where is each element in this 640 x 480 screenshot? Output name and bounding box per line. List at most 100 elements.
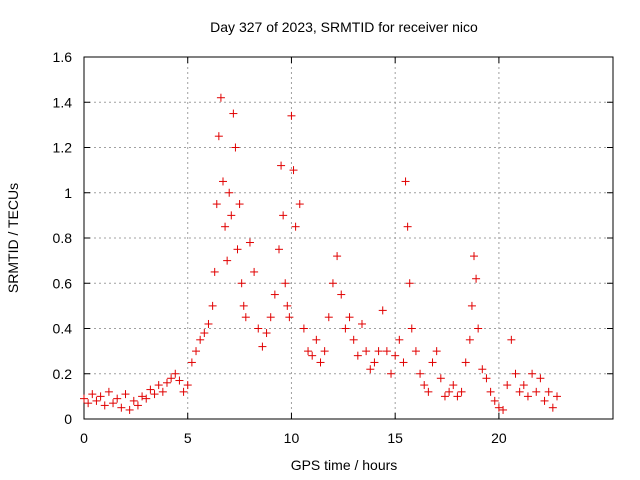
data-point [366,365,375,374]
data-point [503,381,512,390]
x-tick-label: 15 [387,430,403,446]
x-tick-label: 20 [491,430,507,446]
data-point [241,313,250,322]
data-point [113,394,122,403]
data-point [472,274,481,283]
x-tick-label: 5 [184,430,192,446]
data-point [162,378,171,387]
data-point [515,387,524,396]
data-point [227,211,236,220]
data-point [208,301,217,310]
data-point [370,358,379,367]
data-point [436,374,445,383]
data-point [499,405,508,414]
data-point [399,358,408,367]
data-point [387,369,396,378]
data-point [312,335,321,344]
data-point [125,405,134,414]
data-point [357,319,366,328]
data-point [233,245,242,254]
data-point [395,335,404,344]
data-point [316,358,325,367]
data-point [544,387,553,396]
data-point [532,387,541,396]
y-tick-label: 0.6 [53,275,73,291]
data-points [80,93,561,414]
data-point [142,394,151,403]
data-point [187,358,196,367]
data-point [92,396,101,405]
data-point [353,351,362,360]
x-tick-labels: 0 5 10 15 20 [80,430,507,446]
data-point [229,109,238,118]
data-point [519,381,528,390]
data-point [378,306,387,315]
data-point [511,369,520,378]
y-tick-label: 1.6 [53,49,73,65]
data-point [221,222,230,231]
data-point [133,401,142,410]
data-point [84,399,93,408]
data-point [179,387,188,396]
data-point [449,381,458,390]
y-tick-label: 0.4 [53,321,73,337]
data-point [416,369,425,378]
data-point [109,399,118,408]
data-point [289,166,298,175]
data-point [223,256,232,265]
data-point [328,279,337,288]
data-point [486,387,495,396]
y-tick-label: 1.4 [53,94,73,110]
data-point [287,111,296,120]
data-point [362,347,371,356]
data-point [270,290,279,299]
data-point [237,279,246,288]
data-point [250,267,259,276]
y-tick-label: 0.8 [53,230,73,246]
data-point [104,387,113,396]
data-point [245,238,254,247]
data-point [200,329,209,338]
data-point [341,324,350,333]
data-point [474,324,483,333]
data-point [210,267,219,276]
data-point [100,401,109,410]
data-point [121,390,130,399]
data-point [470,252,479,261]
data-point [196,335,205,344]
data-point [212,200,221,209]
data-point [96,392,105,401]
data-point [374,347,383,356]
data-point [453,392,462,401]
data-point [420,381,429,390]
data-point [231,143,240,152]
data-point [258,342,267,351]
data-point [465,335,474,344]
data-point [295,200,304,209]
data-point [445,387,454,396]
data-point [138,392,147,401]
data-point [150,390,159,399]
data-point [216,93,225,102]
data-point [235,200,244,209]
data-point [218,177,227,186]
data-point [275,245,284,254]
data-point [337,290,346,299]
data-point [536,374,545,383]
data-point [552,392,561,401]
data-point [405,279,414,288]
data-point [154,381,163,390]
chart-title: Day 327 of 2023, SRMTID for receiver nic… [210,19,478,35]
data-point [214,132,223,141]
data-point [494,403,503,412]
data-point [333,252,342,261]
data-point [262,329,271,338]
data-point [523,392,532,401]
data-point [401,177,410,186]
data-point [507,335,516,344]
data-point [478,365,487,374]
grid-layer [84,57,613,419]
data-point [548,403,557,412]
data-point [528,369,537,378]
